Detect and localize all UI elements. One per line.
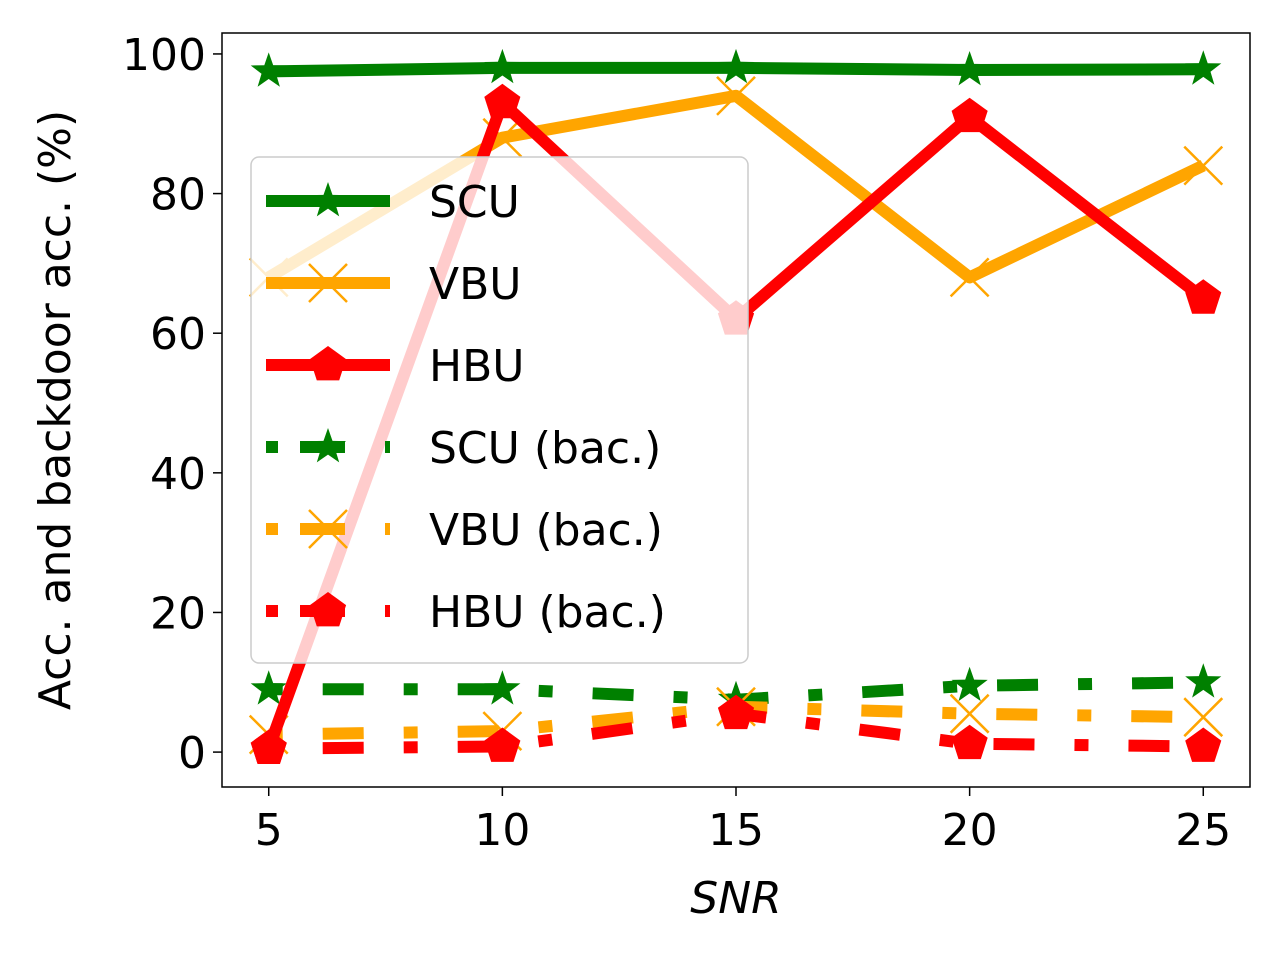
data-point — [717, 694, 755, 730]
legend-marker — [308, 263, 348, 303]
legend-entry: VBU (bac.) — [266, 505, 663, 556]
legend-marker — [309, 592, 347, 627]
legend-marker — [309, 346, 347, 381]
y-tick-label: 80 — [150, 170, 206, 221]
data-point — [484, 727, 521, 762]
data-point — [1185, 727, 1222, 762]
legend-entry: HBU (bac.) — [266, 587, 666, 638]
data-point — [250, 52, 287, 87]
y-tick-label: 20 — [150, 588, 206, 639]
legend-entry: VBU — [266, 259, 522, 310]
legend-marker — [309, 428, 347, 463]
x-tick-label: 10 — [474, 805, 530, 856]
data-point — [250, 729, 287, 764]
legend-entry: HBU — [266, 341, 524, 392]
data-point — [484, 83, 521, 119]
data-point — [717, 48, 755, 84]
y-tick-label: 60 — [150, 309, 206, 360]
x-axis-label: SNR — [690, 873, 781, 924]
data-point — [250, 670, 287, 705]
data-point — [951, 51, 988, 86]
legend-entry: SCU — [266, 177, 520, 228]
x-tick-label: 15 — [708, 805, 764, 856]
y-tick-label: 40 — [150, 449, 206, 500]
data-point — [1183, 697, 1224, 738]
legend-marker — [308, 509, 348, 549]
data-point — [1183, 145, 1224, 186]
data-point — [1185, 279, 1222, 314]
x-tick-label: 25 — [1175, 805, 1231, 856]
y-axis-label: Acc. and backdoor acc. (%) — [30, 110, 81, 710]
data-point — [951, 97, 988, 133]
x-tick-label: 5 — [255, 805, 283, 856]
data-point — [484, 48, 521, 84]
legend-entry: SCU (bac.) — [266, 423, 661, 474]
series-scu — [250, 48, 1222, 87]
data-point — [951, 666, 988, 702]
data-point — [949, 693, 990, 734]
y-tick-label: 100 — [122, 30, 206, 81]
axis-ticks: 5 10 15 20 25 0 20 40 60 80 100 — [122, 30, 1231, 856]
data-point — [951, 724, 988, 760]
data-point — [716, 75, 756, 116]
data-point — [949, 257, 990, 298]
legend-label: VBU — [429, 259, 522, 310]
legend-label: VBU (bac.) — [429, 505, 663, 556]
x-tick-label: 20 — [942, 805, 998, 856]
series-hbu-bac — [250, 694, 1222, 764]
data-point — [484, 670, 521, 705]
legend-label: SCU — [429, 177, 520, 228]
y-tick-label: 0 — [178, 728, 206, 779]
legend-label: SCU (bac.) — [429, 423, 661, 474]
legend-label: HBU — [429, 341, 524, 392]
legend-label: HBU (bac.) — [429, 587, 666, 638]
data-point — [1185, 663, 1222, 698]
legend-marker — [309, 182, 347, 217]
legend: SCU VBU HBU SCU (bac.) VBU (bac.) HBU (bac.) — [250, 156, 749, 664]
data-point — [1185, 50, 1222, 85]
